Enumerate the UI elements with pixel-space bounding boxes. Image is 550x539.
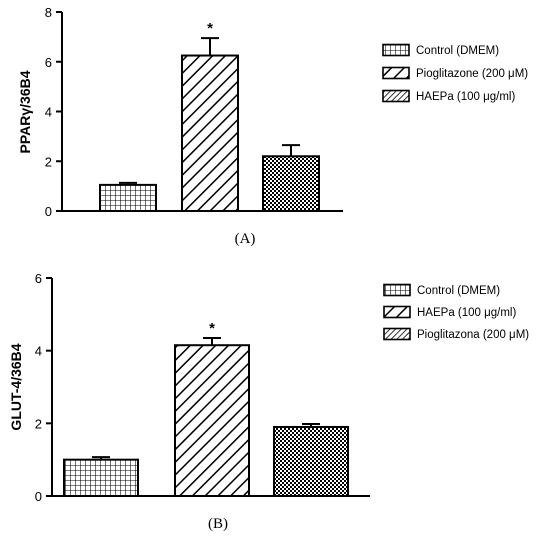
chart-b-legend-label: Control (DMEM): [417, 285, 500, 297]
chart-a-significance-marker: *: [207, 20, 213, 37]
chart-a-legend-swatch: [382, 66, 410, 80]
chart-a: 0 2 4 6 8 * PPARγ/36B4 Control (DMEM) Pioglit…: [17, 5, 528, 247]
chart-b-legend-label: HAEPa (100 μg/ml): [417, 307, 516, 319]
chart-b-y-tick-label: 0: [35, 489, 42, 504]
chart-b-y-tick-label: 6: [35, 271, 42, 286]
chart-a-legend-swatch: [382, 89, 410, 103]
chart-b-legend: Control (DMEM) HAEPa (100 μg/ml) Pioglitaz…: [383, 283, 529, 341]
chart-a-y-tick-label: 0: [45, 204, 52, 219]
chart-a-bars: *: [99, 20, 320, 213]
chart-a-legend-label: HAEPa (100 μg/ml): [416, 91, 515, 103]
chart-a-legend-swatch: [382, 43, 410, 57]
chart-b-bars: *: [63, 320, 349, 498]
chart-a-legend-label: Control (DMEM): [416, 45, 499, 57]
chart-b-bar: [174, 344, 250, 498]
chart-b: 0 2 4 6 * GLUT-4/36B4 Control (DMEM) HAEPa (…: [8, 271, 529, 532]
chart-a-bar: [181, 54, 239, 212]
chart-b-y-tick-label: 4: [35, 344, 42, 359]
chart-a-y-tick-label: 8: [45, 5, 52, 20]
chart-a-legend-label: Pioglitazone (200 μM): [416, 68, 528, 80]
chart-a-y-tick-label: 2: [45, 154, 52, 169]
chart-b-legend-label: Pioglitazona (200 μM): [417, 329, 529, 341]
chart-b-panel-label: (B): [208, 516, 228, 532]
chart-b-legend-swatch: [383, 283, 411, 297]
chart-a-y-tick-label: 6: [45, 55, 52, 70]
chart-a-bar: [99, 183, 157, 213]
chart-b-y-label: GLUT-4/36B4: [8, 343, 24, 430]
chart-b-legend-swatch: [383, 305, 411, 319]
chart-b-y-tick-label: 2: [35, 416, 42, 431]
chart-a-y-tick-label: 4: [45, 105, 52, 120]
chart-b-bar: [273, 425, 349, 498]
chart-a-bar: [262, 155, 320, 212]
chart-a-y-ticks: 0 2 4 6 8: [45, 5, 62, 219]
chart-a-legend: Control (DMEM) Pioglitazone (200 μM) HAEPa…: [382, 43, 528, 103]
chart-a-y-label: PPARγ/36B4: [17, 70, 33, 153]
chart-b-bar: [63, 458, 139, 497]
chart-b-significance-marker: *: [209, 320, 215, 337]
chart-a-panel-label: (A): [235, 231, 256, 247]
chart-b-y-ticks: 0 2 4 6: [35, 271, 52, 504]
chart-b-legend-swatch: [383, 327, 411, 341]
